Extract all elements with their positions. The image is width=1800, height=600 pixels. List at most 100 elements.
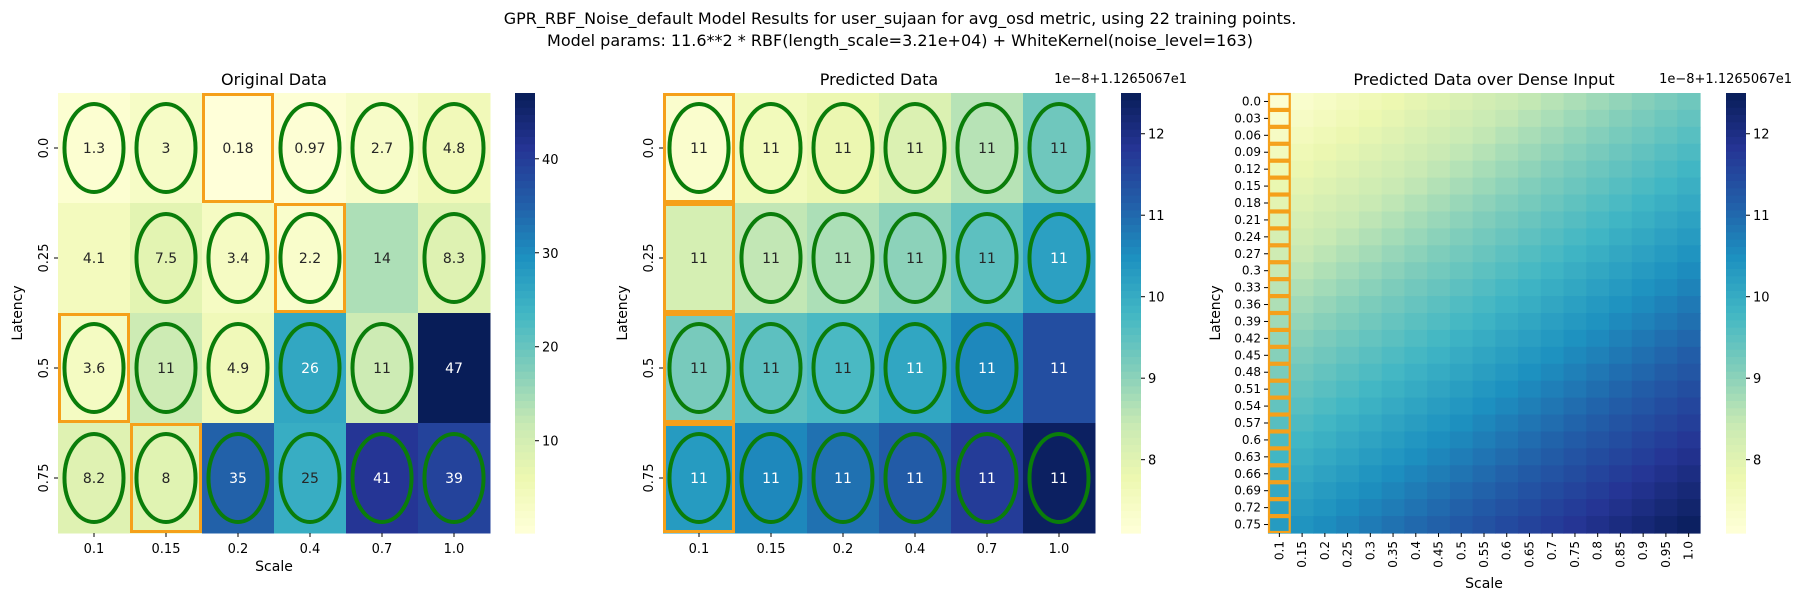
dense-cell xyxy=(1586,143,1610,162)
highlight-box xyxy=(1267,126,1291,144)
dense-cell xyxy=(1540,346,1565,365)
dense-cell xyxy=(1563,516,1587,534)
dense-cell xyxy=(1449,177,1474,196)
y-tick-label: 0.66 xyxy=(1234,467,1261,481)
dense-cell xyxy=(1313,245,1337,263)
colorbar-segment xyxy=(1121,408,1141,417)
dense-cell xyxy=(1609,414,1633,433)
colorbar-segment xyxy=(515,122,535,131)
dense-cell xyxy=(1586,109,1610,128)
dense-cell xyxy=(1472,279,1496,297)
dense-cell xyxy=(1290,380,1315,399)
dense-cell xyxy=(1563,313,1587,331)
y-tick-label: 0.12 xyxy=(1234,162,1261,176)
dense-cell xyxy=(1609,279,1633,297)
heatmap-predicted-dense: Predicted Data over Dense Input 1e−8+1.12… xyxy=(1208,70,1792,592)
dense-cell xyxy=(1313,279,1337,297)
colorbar-segment xyxy=(515,386,535,395)
dense-cell xyxy=(1631,516,1656,534)
colorbar-segment xyxy=(1121,386,1141,395)
cell-value-label: 4.9 xyxy=(227,361,249,377)
dense-cell xyxy=(1290,126,1315,145)
colorbar-segment xyxy=(1121,511,1141,519)
dense-cell xyxy=(1677,93,1701,111)
dense-cell xyxy=(1268,414,1292,433)
dense-cell xyxy=(1563,143,1587,162)
dense-cell xyxy=(1427,211,1451,229)
dense-cell xyxy=(1381,313,1406,331)
colorbar-segment xyxy=(1726,188,1746,197)
dense-cell xyxy=(1313,516,1337,534)
colorbar-segment xyxy=(515,364,535,373)
dense-cell xyxy=(1427,93,1451,111)
training-point-circle xyxy=(62,102,126,194)
offset-text: 1e−8+1.1265067e1 xyxy=(1659,72,1792,87)
x-tick-label: 0.75 xyxy=(1568,541,1582,568)
dense-cell xyxy=(1358,329,1383,348)
colorbar-segment xyxy=(1726,357,1746,365)
dense-cell xyxy=(1631,194,1656,213)
dense-cell xyxy=(1336,448,1360,466)
colorbar-segment xyxy=(1121,525,1141,534)
dense-cell xyxy=(1449,499,1474,517)
highlight-box xyxy=(1267,448,1291,466)
colorbar-segment xyxy=(515,217,535,226)
heatmap-cell xyxy=(735,93,808,204)
dense-cell xyxy=(1654,516,1678,534)
colorbar-segment xyxy=(1121,298,1141,307)
panel-title: Original Data xyxy=(221,70,327,89)
dense-cell xyxy=(1268,194,1292,213)
dense-cell xyxy=(1268,228,1292,246)
dense-cell xyxy=(1518,465,1542,483)
training-point-circle xyxy=(1027,432,1091,524)
colorbar-segment xyxy=(515,408,535,417)
training-point-circle xyxy=(134,432,198,524)
x-tick-label: 0.7 xyxy=(372,542,393,557)
cell-value-label: 41 xyxy=(373,471,391,487)
dense-cell xyxy=(1336,228,1360,246)
dense-cell xyxy=(1449,516,1474,534)
dense-cell xyxy=(1518,228,1542,246)
dense-cell xyxy=(1358,363,1383,382)
cell-value-label: 11 xyxy=(978,251,996,267)
dense-cell xyxy=(1290,482,1315,500)
dense-cell xyxy=(1609,482,1633,500)
colorbar-segment xyxy=(1726,247,1746,255)
dense-cell xyxy=(1518,109,1542,128)
dense-cell xyxy=(1518,516,1542,534)
dense-cell xyxy=(1381,499,1406,517)
highlight-box xyxy=(1267,515,1291,534)
colorbar-segment xyxy=(1726,401,1746,409)
heatmap-cell xyxy=(130,423,203,534)
training-point-circle xyxy=(883,212,947,304)
y-tick-label: 0.69 xyxy=(1234,484,1261,498)
dense-cell xyxy=(1336,126,1360,145)
dense-cell xyxy=(1358,143,1383,162)
colorbar-segment xyxy=(1726,474,1746,483)
colorbar-segment xyxy=(515,115,535,123)
dense-cell xyxy=(1449,296,1474,314)
dense-cell xyxy=(1427,516,1451,534)
colorbar-segment xyxy=(515,415,535,424)
dense-cell xyxy=(1313,346,1337,365)
training-point-circle xyxy=(134,102,198,194)
cell-value-label: 7.5 xyxy=(155,251,177,267)
dense-cell xyxy=(1427,329,1451,348)
cell-value-label: 11 xyxy=(834,251,852,267)
dense-cell xyxy=(1495,329,1519,348)
dense-cell xyxy=(1586,313,1610,331)
dense-cell xyxy=(1586,160,1610,179)
dense-cell xyxy=(1563,363,1587,382)
cell-value-label: 4.8 xyxy=(443,141,465,157)
colorbar-tick-label: 10 xyxy=(1148,291,1165,306)
dense-cell xyxy=(1631,262,1656,280)
dense-cell xyxy=(1609,228,1633,246)
dense-cell xyxy=(1290,228,1315,246)
dense-cell xyxy=(1540,397,1565,416)
colorbar-segment xyxy=(1121,269,1141,277)
dense-cell xyxy=(1268,431,1292,449)
dense-cell xyxy=(1290,93,1315,111)
dense-cell xyxy=(1336,465,1360,483)
dense-cell xyxy=(1518,431,1542,449)
